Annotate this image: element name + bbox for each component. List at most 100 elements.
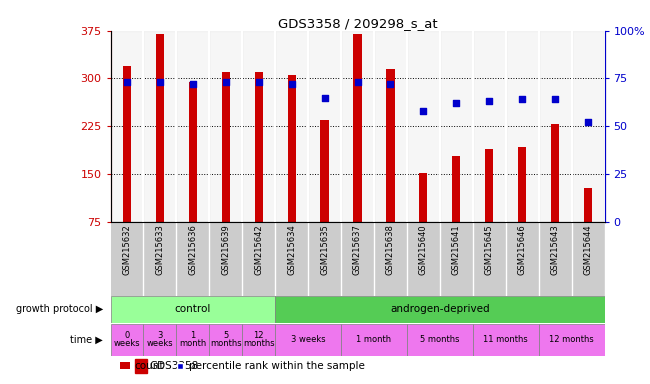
Text: time ▶: time ▶ — [70, 335, 103, 345]
Bar — [473, 31, 506, 222]
Text: GSM215632: GSM215632 — [122, 224, 131, 275]
Bar — [452, 156, 460, 222]
Text: GSM215644: GSM215644 — [584, 224, 593, 275]
Bar — [407, 222, 440, 296]
Text: GSM215643: GSM215643 — [551, 224, 560, 275]
Text: 12 months: 12 months — [549, 335, 594, 344]
Text: GSM215642: GSM215642 — [254, 224, 263, 275]
Point — [319, 94, 330, 101]
Text: 5
months: 5 months — [210, 331, 242, 349]
Point — [352, 79, 363, 85]
Text: GSM215637: GSM215637 — [353, 224, 362, 275]
Bar — [518, 147, 527, 222]
Bar — [571, 222, 604, 296]
Point — [254, 79, 264, 85]
FancyBboxPatch shape — [176, 324, 209, 356]
Bar — [275, 222, 308, 296]
Text: GSM215640: GSM215640 — [419, 224, 428, 275]
Bar — [308, 222, 341, 296]
FancyBboxPatch shape — [144, 324, 176, 356]
Point — [418, 108, 428, 114]
Bar — [354, 34, 361, 222]
Text: GDS3358: GDS3358 — [149, 361, 198, 371]
Bar — [144, 31, 176, 222]
Bar — [506, 222, 539, 296]
Bar — [255, 72, 263, 222]
Text: GSM215645: GSM215645 — [485, 224, 494, 275]
Text: GSM215639: GSM215639 — [221, 224, 230, 275]
Bar — [176, 222, 209, 296]
Bar — [242, 222, 275, 296]
Bar — [111, 31, 144, 222]
Text: growth protocol ▶: growth protocol ▶ — [16, 305, 103, 314]
Bar — [374, 222, 407, 296]
Bar — [485, 149, 493, 222]
Text: GSM215633: GSM215633 — [155, 224, 164, 275]
Bar — [287, 75, 296, 222]
Bar — [341, 222, 374, 296]
Bar — [440, 31, 473, 222]
Bar — [135, 359, 147, 373]
Bar — [222, 72, 230, 222]
FancyBboxPatch shape — [473, 324, 539, 356]
Text: 0
weeks: 0 weeks — [114, 331, 140, 349]
Point — [550, 96, 560, 103]
Text: 3
weeks: 3 weeks — [147, 331, 173, 349]
Bar — [539, 222, 571, 296]
Point — [122, 79, 132, 85]
FancyBboxPatch shape — [275, 296, 604, 323]
Point — [220, 79, 231, 85]
Bar — [571, 31, 604, 222]
Text: 3 weeks: 3 weeks — [291, 335, 326, 344]
Title: GDS3358 / 209298_s_at: GDS3358 / 209298_s_at — [278, 17, 437, 30]
Bar — [209, 222, 242, 296]
Text: control: control — [175, 305, 211, 314]
Bar — [275, 31, 308, 222]
Bar — [440, 222, 473, 296]
Bar — [156, 34, 164, 222]
Text: 1
month: 1 month — [179, 331, 207, 349]
Bar — [419, 173, 428, 222]
Bar — [176, 31, 209, 222]
Text: GSM215636: GSM215636 — [188, 224, 198, 275]
Bar — [506, 31, 539, 222]
Text: androgen-deprived: androgen-deprived — [390, 305, 489, 314]
FancyBboxPatch shape — [242, 324, 275, 356]
Bar — [374, 31, 407, 222]
Bar — [308, 31, 341, 222]
Point — [583, 119, 593, 126]
FancyBboxPatch shape — [209, 324, 242, 356]
FancyBboxPatch shape — [341, 324, 407, 356]
Point — [385, 81, 396, 87]
FancyBboxPatch shape — [275, 324, 341, 356]
Bar — [386, 69, 395, 222]
Point — [155, 79, 165, 85]
Legend: count, percentile rank within the sample: count, percentile rank within the sample — [116, 357, 369, 376]
Text: GSM215646: GSM215646 — [517, 224, 526, 275]
Bar — [188, 82, 197, 222]
Bar — [539, 31, 571, 222]
Point — [484, 98, 495, 104]
FancyBboxPatch shape — [539, 324, 605, 356]
Point — [287, 81, 297, 87]
Text: 11 months: 11 months — [484, 335, 528, 344]
Text: GSM215638: GSM215638 — [386, 224, 395, 275]
FancyBboxPatch shape — [407, 324, 473, 356]
FancyBboxPatch shape — [111, 296, 275, 323]
Point — [451, 100, 462, 106]
Bar — [473, 222, 506, 296]
Text: GSM215635: GSM215635 — [320, 224, 329, 275]
Text: 1 month: 1 month — [356, 335, 391, 344]
Bar — [320, 120, 329, 222]
Bar — [551, 124, 559, 222]
Bar — [407, 31, 440, 222]
Text: 5 months: 5 months — [420, 335, 460, 344]
Bar — [242, 31, 275, 222]
Point — [517, 96, 527, 103]
Bar — [209, 31, 242, 222]
Bar — [111, 222, 144, 296]
Point — [188, 81, 198, 87]
Text: GSM215634: GSM215634 — [287, 224, 296, 275]
Bar — [584, 188, 592, 222]
Bar — [144, 222, 176, 296]
